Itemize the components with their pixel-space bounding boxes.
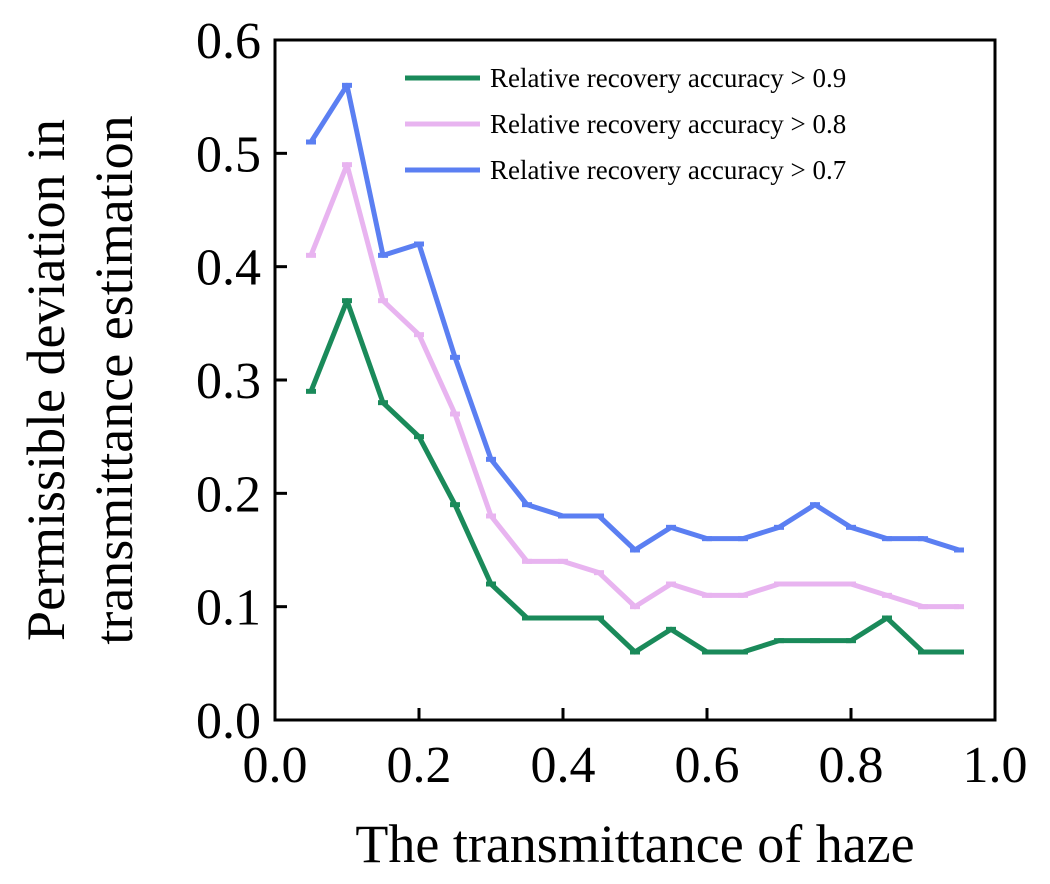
x-tick-label: 0.2 — [387, 737, 452, 794]
y-tick-label: 0.5 — [196, 126, 261, 183]
y-tick-label: 0.6 — [196, 13, 261, 70]
legend: Relative recovery accuracy > 0.9 Relative… — [405, 63, 846, 185]
legend-label: Relative recovery accuracy > 0.9 — [490, 63, 846, 93]
y-tick-label: 0.3 — [196, 353, 261, 410]
x-tick-label: 0.0 — [243, 737, 308, 794]
series-layer — [306, 82, 964, 655]
y-tick-label: 0.1 — [196, 580, 261, 637]
x-axis-ticks: 0.0 0.2 0.4 0.6 0.8 1.0 — [243, 708, 1028, 794]
y-tick-label: 0.2 — [196, 466, 261, 523]
y-axis-title-line-2: transmittance estimation — [84, 115, 144, 644]
legend-label: Relative recovery accuracy > 0.7 — [490, 155, 846, 185]
x-tick-label: 0.6 — [675, 737, 740, 794]
series-line-2 — [308, 162, 959, 610]
y-tick-label: 0.4 — [196, 240, 261, 297]
y-axis-ticks: 0.0 0.1 0.2 0.3 0.4 0.5 0.6 — [196, 13, 287, 750]
series-line-1 — [308, 298, 959, 655]
legend-label: Relative recovery accuracy > 0.8 — [490, 109, 846, 139]
x-tick-label: 0.4 — [531, 737, 596, 794]
y-tick-label: 0.0 — [196, 693, 261, 750]
y-axis-title-line-1: Permissible deviation in — [16, 119, 76, 641]
x-tick-label: 1.0 — [963, 737, 1028, 794]
x-tick-label: 0.8 — [819, 737, 884, 794]
x-axis-title: The transmittance of haze — [355, 814, 914, 874]
